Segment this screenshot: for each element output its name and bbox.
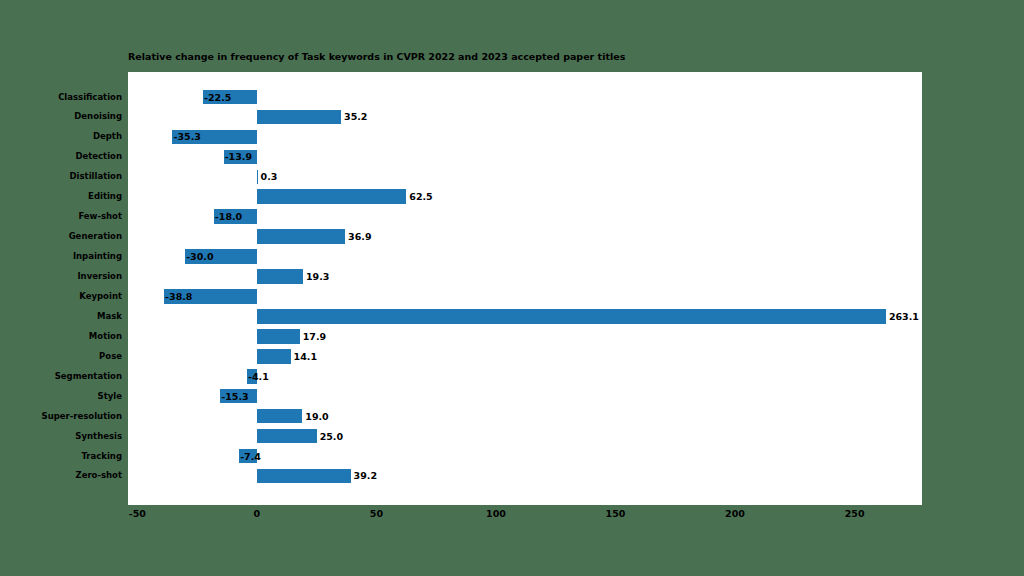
value-label-keypoint: -38.8 [165, 289, 192, 304]
bar-pose [257, 349, 291, 364]
category-label-pose: Pose [0, 350, 122, 363]
category-label-denoising: Denoising [0, 110, 122, 123]
value-label-mask: 263.1 [889, 309, 919, 324]
value-label-motion: 17.9 [303, 329, 326, 344]
chart-title: Relative change in frequency of Task key… [128, 51, 625, 62]
value-label-detection: -13.9 [225, 150, 252, 165]
value-label-segmentation: -4.1 [248, 369, 269, 384]
category-label-style: Style [0, 390, 122, 403]
category-label-super-resolution: Super-resolution [0, 410, 122, 423]
chart-figure: Relative change in frequency of Task key… [0, 0, 1024, 576]
category-label-few-shot: Few-shot [0, 210, 122, 223]
value-label-super-resolution: 19.0 [305, 409, 328, 424]
category-label-generation: Generation [0, 230, 122, 243]
category-label-zero-shot: Zero-shot [0, 469, 122, 482]
category-label-motion: Motion [0, 330, 122, 343]
bar-generation [257, 229, 345, 244]
bar-inversion [257, 269, 303, 284]
category-label-distillation: Distillation [0, 170, 122, 183]
x-tick-200: 200 [725, 508, 745, 519]
value-label-classification: -22.5 [204, 90, 231, 105]
value-label-depth: -35.3 [173, 130, 200, 145]
x-tick--50: -50 [129, 508, 146, 519]
category-label-mask: Mask [0, 310, 122, 323]
value-label-denoising: 35.2 [344, 110, 367, 125]
category-label-segmentation: Segmentation [0, 370, 122, 383]
bar-distillation [257, 170, 258, 185]
x-tick-150: 150 [606, 508, 626, 519]
bar-mask [257, 309, 886, 324]
category-label-depth: Depth [0, 130, 122, 143]
category-label-tracking: Tracking [0, 450, 122, 463]
value-label-inversion: 19.3 [306, 269, 329, 284]
value-label-zero-shot: 39.2 [354, 469, 377, 484]
x-tick-50: 50 [370, 508, 383, 519]
category-label-detection: Detection [0, 150, 122, 163]
plot-area: -22.5 35.2 -35.3 -13.9 0.3 62.5 -18.0 36.9 -30.0… [128, 72, 922, 505]
category-label-classification: Classification [0, 91, 122, 104]
bar-motion [257, 329, 300, 344]
category-label-inversion: Inversion [0, 270, 122, 283]
value-label-inpainting: -30.0 [186, 249, 213, 264]
category-label-keypoint: Keypoint [0, 290, 122, 303]
x-tick-100: 100 [486, 508, 506, 519]
value-label-generation: 36.9 [348, 229, 371, 244]
value-label-tracking: -7.4 [240, 449, 261, 464]
value-label-distillation: 0.3 [261, 170, 278, 185]
bar-zero-shot [257, 469, 351, 484]
value-label-editing: 62.5 [409, 189, 432, 204]
category-label-inpainting: Inpainting [0, 250, 122, 263]
x-tick-250: 250 [845, 508, 865, 519]
category-label-synthesis: Synthesis [0, 430, 122, 443]
value-label-style: -15.3 [221, 389, 248, 404]
bar-denoising [257, 110, 341, 125]
bar-super-resolution [257, 409, 302, 424]
value-label-synthesis: 25.0 [320, 429, 343, 444]
category-label-editing: Editing [0, 190, 122, 203]
value-label-few-shot: -18.0 [215, 209, 242, 224]
bar-synthesis [257, 429, 317, 444]
value-label-pose: 14.1 [294, 349, 317, 364]
x-tick-0: 0 [254, 508, 261, 519]
bar-editing [257, 189, 406, 204]
